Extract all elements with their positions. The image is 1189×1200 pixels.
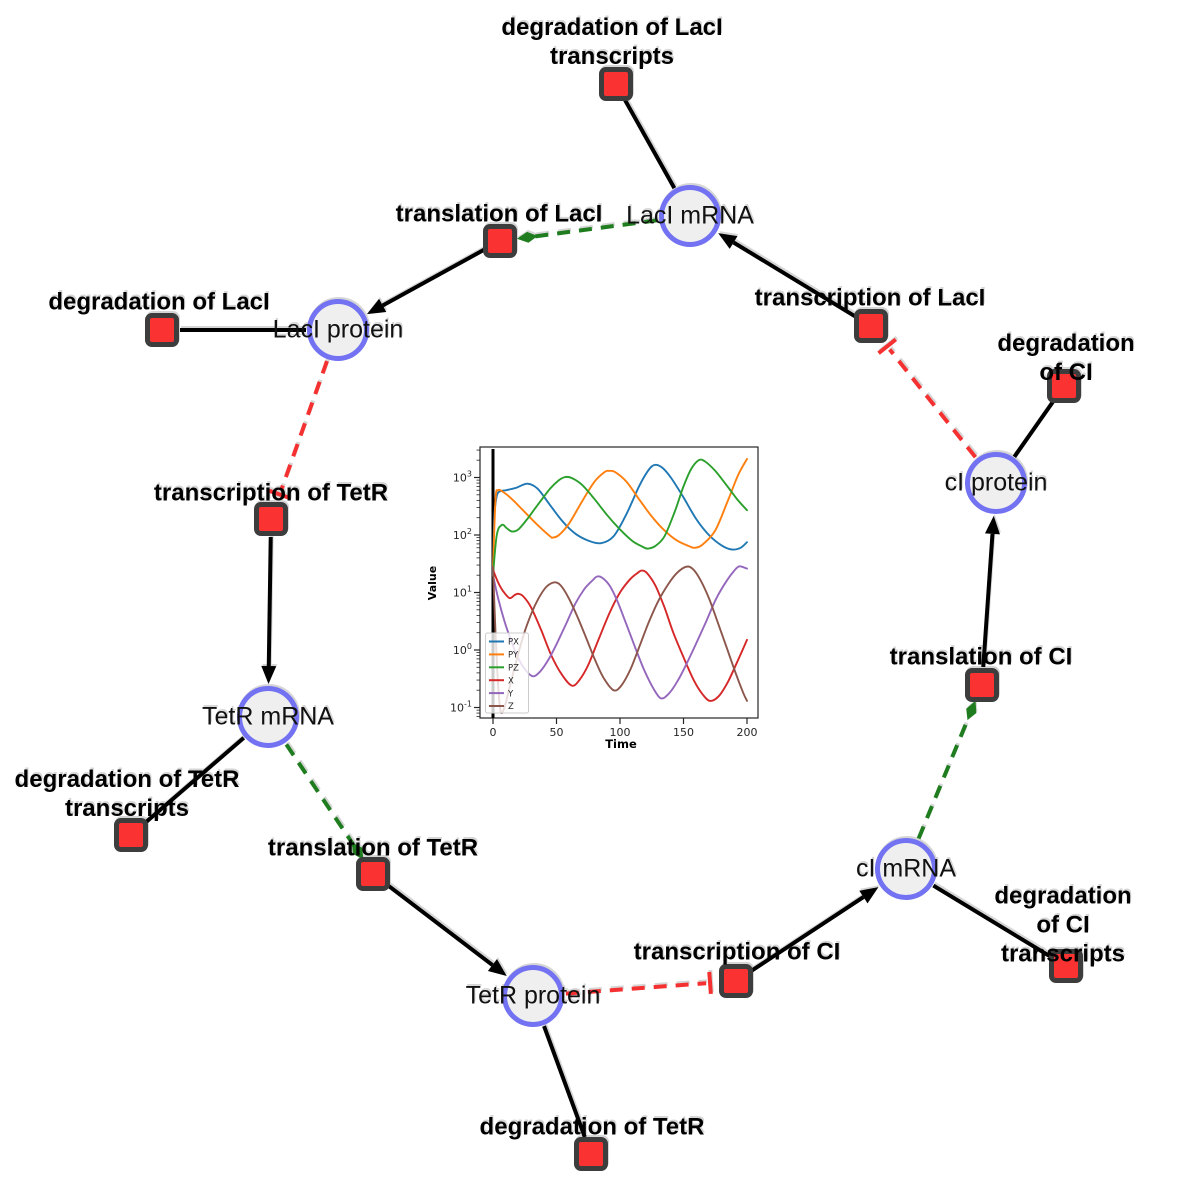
reaction-label-transcription_lacI: transcription of LacI [754,284,986,312]
edge-translation_tetR-tetR_protein-arrowhead [487,959,507,976]
reaction-node-transcription_cI [719,964,753,998]
y-tick-label: 102 [453,527,472,542]
edge-transcription_tetR-tetR_mRNA [266,536,273,667]
series-line-Y [492,565,748,700]
species-node-tetR_mRNA [237,686,299,748]
edge-translation_cI-cI_protein-arrowhead [984,515,1000,535]
edge-cI_mRNA-deg_cI_tr [932,883,1052,959]
species-node-tetR_protein [502,965,564,1027]
edge-lacI_mRNA-translation_lacI-modifier-arrowhead [516,231,538,243]
reaction-node-deg_cI_tr [1049,949,1083,983]
species-label-cI_mRNA: cI mRNA [856,854,956,883]
species-label-lacI_protein: LacI protein [272,315,404,344]
edge-translation_tetR-tetR_protein [386,883,494,967]
edge-cI_protein-transcription_lacI-tbar [877,337,898,355]
edge-lacI_protein-transcription_tetR-tbar [268,488,291,501]
y-axis-label: Value [426,566,439,600]
species-label-lacI_mRNA: LacI mRNA [626,201,754,230]
edge-tetR_protein-transcription_cI-tbar [707,971,713,995]
edge-translation_lacI-lacI_protein-arrowhead [366,298,387,315]
x-tick-label: 200 [737,726,758,739]
edge-cI_mRNA-translation_cI [916,715,971,840]
reaction-label-transcription_cI: transcription of CI [633,938,841,966]
edge-cI_protein-deg_cI [1012,399,1056,458]
legend-label-PY: PY [508,651,519,661]
reaction-label-deg_cI: degradation of CI [997,330,1135,386]
series-line-PZ [492,458,748,577]
series-line-X [492,568,748,702]
simulation-plot: 10-1 100 101 102 103 0 50 100 150 200 PX PY PZ XYZ Tim… [426,446,759,751]
legend-label-Z: Z [508,702,514,712]
edge-translation_lacI-lacI_protein [381,247,486,308]
edge-tetR_mRNA-deg_tetR_tr [143,736,246,825]
edge-transcription_tetR-tetR_mRNA-arrowhead [261,665,277,685]
species-node-lacI_mRNA [659,185,721,247]
edge-transcription_cI-cI_mRNA-arrowhead [859,887,879,904]
edge-lacI_mRNA-deg_lacI_tr [623,98,677,190]
reaction-node-translation_lacI [483,224,517,258]
reaction-label-translation_lacI: translation of LacI [395,200,603,228]
species-label-tetR_protein: TetR protein [465,981,601,1010]
edge-transcription_lacI-lacI_mRNA [732,240,857,319]
species-node-cI_protein [965,452,1027,514]
reaction-label-deg_tetR_tr: degradation of TetR transcripts [14,766,240,822]
x-tick-label: 50 [550,726,564,739]
species-node-cI_mRNA [875,838,937,900]
reaction-label-deg_lacI_tr: degradation of LacI transcripts [501,14,723,70]
y-tick-label: 103 [453,470,472,485]
y-tick-label: 100 [453,642,472,657]
edge-transcription_cI-cI_mRNA [749,895,865,973]
x-tick-label: 150 [673,726,694,739]
edge-translation_cI-cI_protein [981,533,995,668]
edge-tetR_protein-transcription_cI [565,981,707,996]
edge-tetR_protein-deg_tetR [542,1025,587,1138]
y-tick-label: 10-1 [450,700,472,715]
series-line-Z [492,565,748,715]
species-node-lacI_protein [307,299,369,361]
axes-frame [479,446,759,719]
reaction-label-deg_tetR: degradation of TetR [479,1113,705,1141]
series-line-PY [492,458,748,571]
reaction-label-translation_tetR: translation of TetR [267,834,479,862]
y-tick-label: 101 [453,585,472,600]
species-label-tetR_mRNA: TetR mRNA [202,702,334,731]
x-axis-label: Time [605,737,637,751]
edge-lacI_protein-transcription_tetR [279,360,329,492]
reaction-label-deg_cI_tr: degradation of CI transcripts [994,882,1132,968]
reaction-node-transcription_tetR [254,502,288,536]
reaction-node-deg_tetR [574,1137,608,1171]
reaction-label-translation_cI: translation of CI [889,643,1073,671]
reaction-node-translation_cI [965,668,999,702]
reaction-node-transcription_lacI [854,309,888,343]
reaction-label-deg_lacI: degradation of LacI [48,288,270,316]
edge-tetR_mRNA-translation_tetR-modifier-arrowhead [351,842,364,860]
reaction-node-deg_lacI [145,313,179,347]
series-line-PX [492,463,748,577]
reaction-node-deg_cI [1047,369,1081,403]
x-tick-label: 0 [490,726,497,739]
reaction-node-translation_tetR [356,857,390,891]
species-label-cI_protein: cI protein [944,468,1048,497]
x-tick-label: 100 [610,726,631,739]
legend: PX PY PZ XYZ [485,632,529,714]
legend-label-X: X [508,676,514,686]
edge-cI_mRNA-translation_cI-modifier-arrowhead [966,700,977,721]
legend-label-PX: PX [508,638,519,648]
legend-label-PZ: PZ [508,664,519,674]
edge-cI_protein-transcription_lacI [888,348,978,459]
edge-tetR_mRNA-translation_tetR [284,743,356,847]
edge-transcription_lacI-lacI_mRNA-arrowhead [718,233,738,249]
legend-label-Y: Y [507,689,514,699]
reaction-label-transcription_tetR: transcription of TetR [153,479,389,507]
reaction-node-deg_lacI_tr [599,67,633,101]
reaction-node-deg_tetR_tr [114,818,148,852]
